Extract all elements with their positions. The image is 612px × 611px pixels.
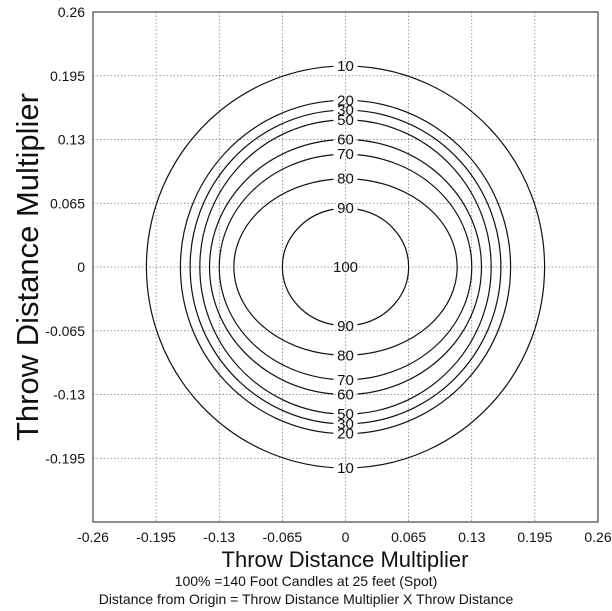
contour-label-100: 100 (333, 259, 358, 276)
y-tick-label: 0.13 (58, 132, 85, 148)
contour-label-90-bottom: 90 (337, 318, 354, 335)
y-tick-label: 0.195 (50, 68, 85, 84)
contour-line-30 (189, 109, 502, 425)
y-tick-labels: 0.26 0.195 0.13 0.065 0 -0.065 -0.13 -0.195 (45, 4, 85, 466)
x-tick-label: 0.195 (517, 529, 552, 545)
y-axis-title: Throw Distance Multiplier (10, 93, 45, 441)
contour-line-80 (233, 178, 458, 356)
contour-label-20-bottom: 20 (337, 426, 354, 443)
contour-label-30-bottom: 30 (337, 416, 354, 433)
contour-label-60-bottom: 60 (337, 387, 354, 404)
plot-frame (92, 11, 599, 523)
x-tick-label: -0.195 (136, 529, 176, 545)
contour-lines (145, 65, 546, 469)
contour-label-30-top: 30 (337, 102, 354, 119)
contour-label-90-top: 90 (337, 200, 354, 217)
x-tick-label: 0 (342, 529, 350, 545)
contour-label-50-top: 50 (337, 112, 354, 129)
y-tick-label: -0.13 (53, 387, 85, 403)
contour-label-20-top: 20 (337, 92, 354, 109)
contour-label-10-bottom: 10 (337, 460, 354, 477)
contour-line-10 (145, 65, 546, 469)
contour-line-60 (208, 139, 483, 395)
contour-line-20 (179, 100, 512, 434)
x-tick-label: 0.13 (458, 529, 485, 545)
contour-line-70 (218, 154, 473, 380)
x-tick-label: 0.26 (584, 529, 611, 545)
y-tick-label: 0 (77, 259, 85, 275)
x-tick-label: 0.065 (391, 529, 426, 545)
contour-label-70-top: 70 (337, 146, 354, 163)
contour-label-70-bottom: 70 (337, 372, 354, 389)
contour-label-80-top: 80 (337, 171, 354, 188)
x-tick-labels: -0.26 -0.195 -0.13 -0.065 0 0.065 0.13 0.195 0.2… (77, 529, 612, 545)
contour-line-50 (199, 119, 492, 415)
y-tick-label: 0.065 (50, 195, 85, 211)
y-tick-label: -0.195 (45, 450, 85, 466)
y-tick-label: 0.26 (58, 4, 85, 20)
x-tick-label: -0.065 (263, 529, 303, 545)
note-candles: 100% =140 Foot Candles at 25 feet (Spot) (174, 573, 438, 589)
note-distance: Distance from Origin = Throw Distance Mu… (98, 591, 514, 607)
y-tick-label: -0.065 (45, 323, 85, 339)
contour-line-90 (281, 208, 410, 326)
contour-label-50-bottom: 50 (337, 406, 354, 423)
x-axis-title: Throw Distance Multiplier (222, 547, 469, 572)
contour-label-10-top: 10 (337, 58, 354, 75)
contour-label-60-top: 60 (337, 132, 354, 149)
x-tick-label: -0.26 (77, 529, 109, 545)
x-tick-label: -0.13 (203, 529, 235, 545)
contour-label-80-bottom: 80 (337, 347, 354, 364)
